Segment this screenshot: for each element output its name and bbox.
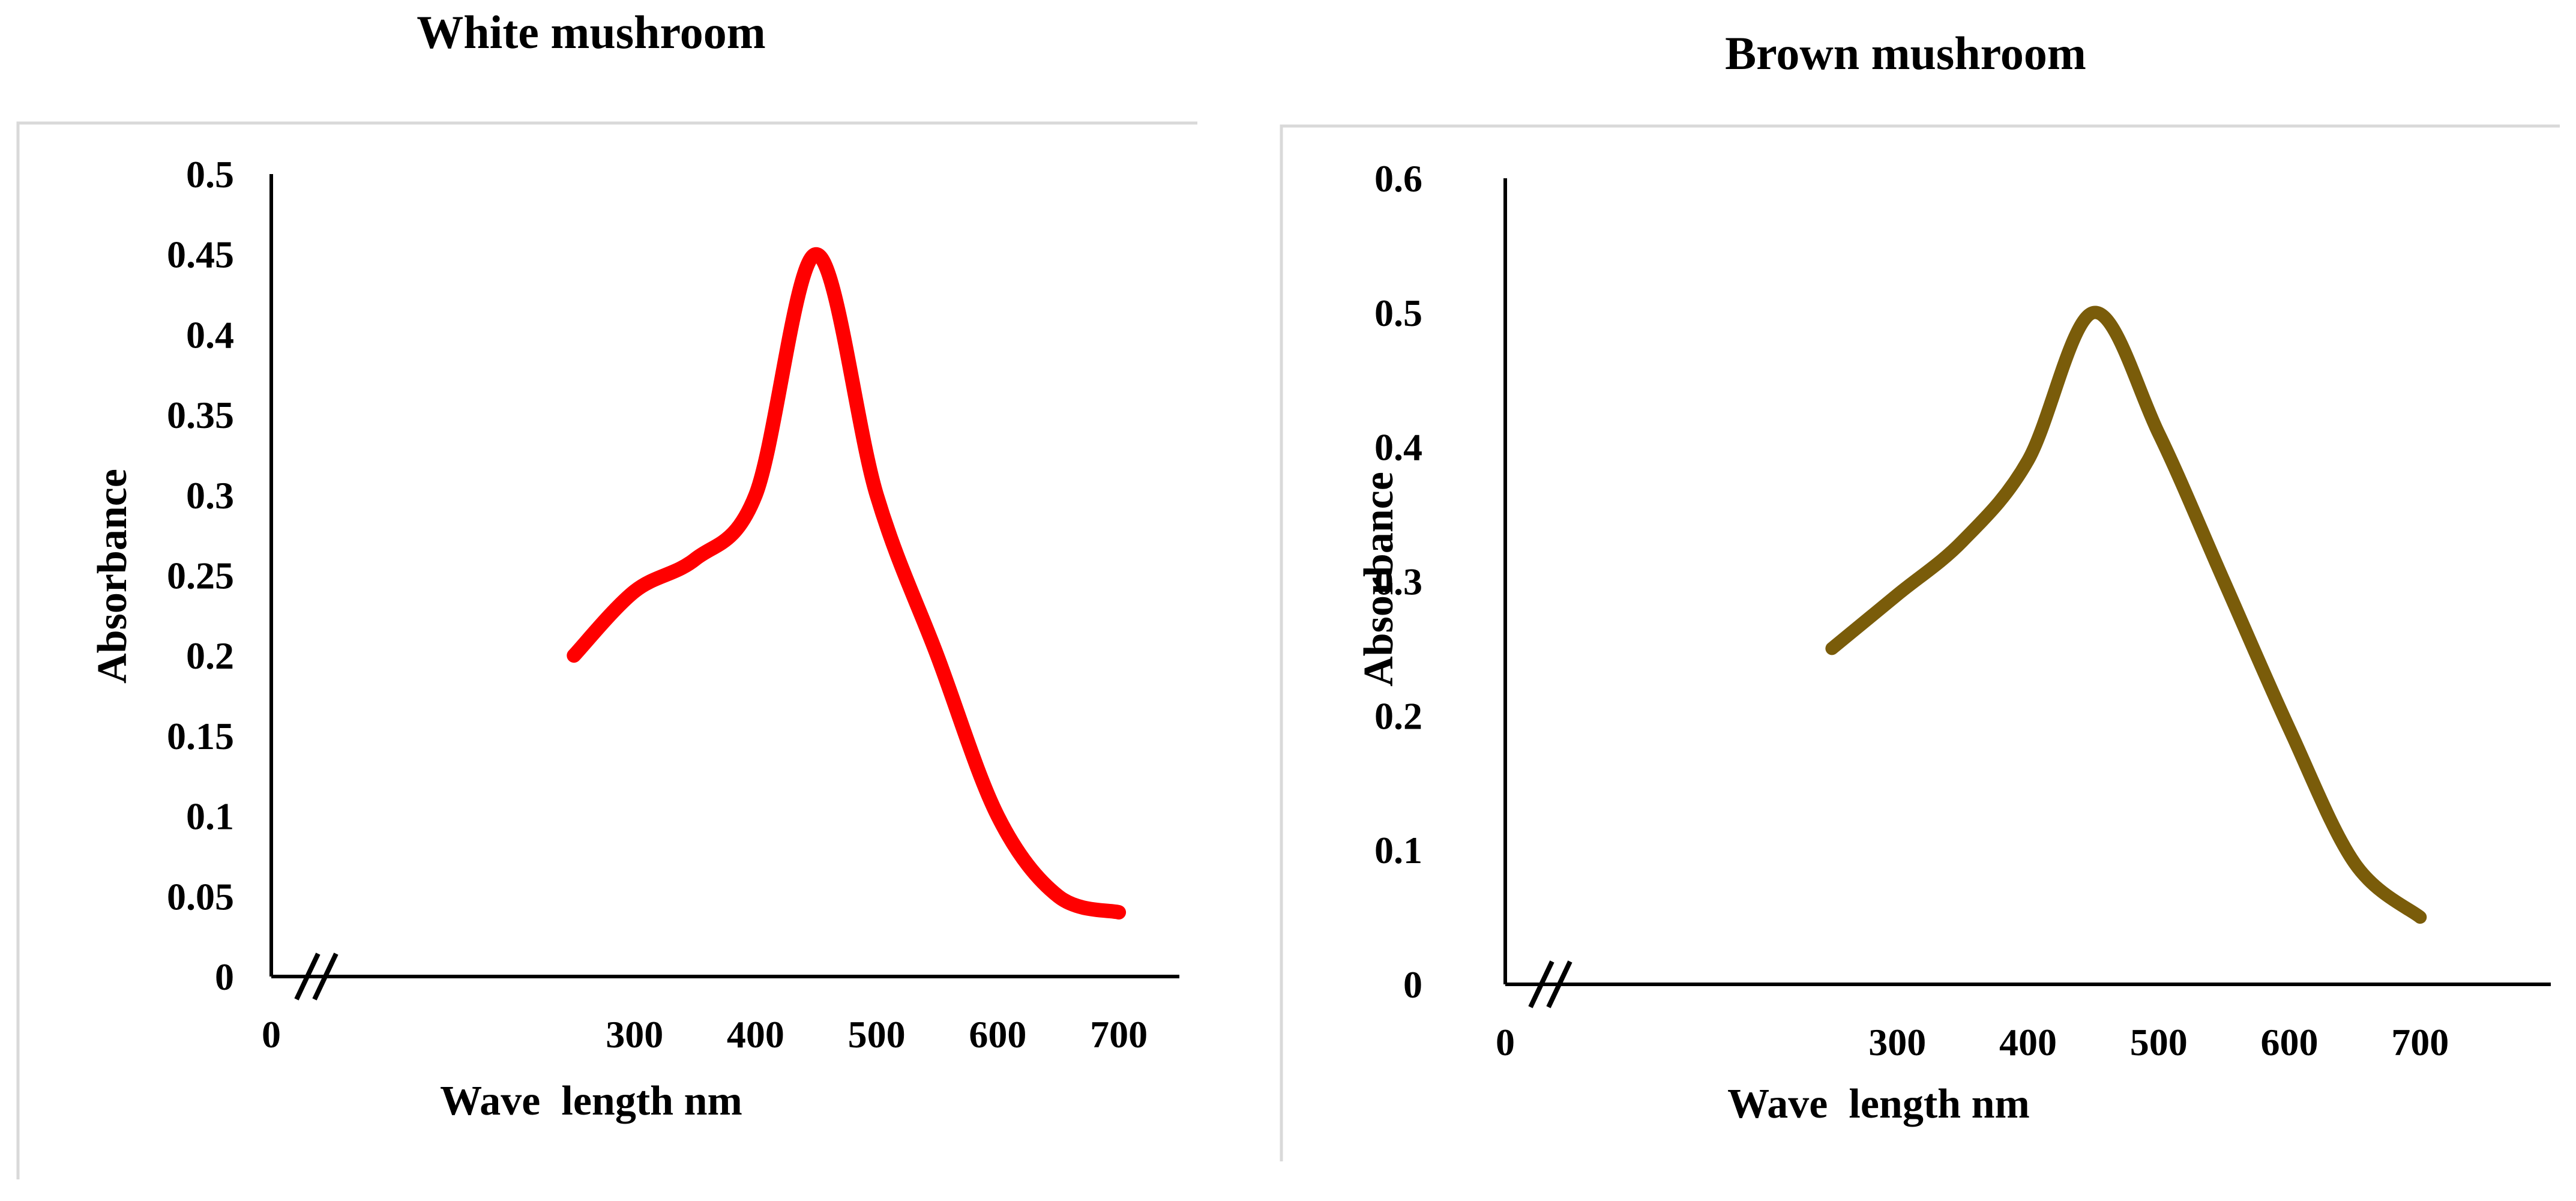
y-tick-label: 0.05 — [167, 875, 234, 918]
y-tick-label: 0.4 — [186, 313, 234, 356]
data-point — [876, 495, 877, 496]
y-tick-label: 0.2 — [186, 634, 234, 677]
panel-frame — [16, 121, 1197, 1179]
y-tick-label: 0.5 — [186, 153, 234, 196]
y-tick-label: 0.1 — [1374, 829, 1422, 871]
y-tick-label: 0.4 — [1374, 426, 1422, 469]
y-tick-label: 0.5 — [1374, 292, 1422, 334]
data-point — [1058, 895, 1059, 897]
x-tick-label: 600 — [969, 1013, 1026, 1056]
y-tick-label: 0.3 — [186, 474, 234, 517]
data-point — [1897, 594, 1898, 595]
data-point — [2158, 433, 2159, 434]
axis-break-mark — [1546, 960, 1572, 1008]
data-point — [997, 816, 998, 817]
data-point — [816, 254, 817, 255]
axis-break-mark — [312, 953, 339, 1001]
data-point — [634, 591, 635, 592]
data-point — [755, 495, 756, 496]
data-point — [1118, 912, 1119, 913]
axis-break-mark — [294, 953, 320, 1001]
x-tick-label: 300 — [1868, 1021, 1926, 1064]
y-tick-label: 0.3 — [1374, 561, 1422, 603]
y-tick-label: 0.1 — [186, 795, 234, 838]
axis-break-mark — [1528, 960, 1554, 1008]
chart-panel-white: White mushroom 0 0.05 0.1 0.15 0.2 0.25 0.3 0.3… — [16, 6, 1197, 1179]
chart-panel-brown: Brown mushroom 0 0.1 0.2 0.3 0.4 0.5 0.6 0 300 40… — [1280, 27, 2560, 1161]
x-axis-title: Wave length nm — [1727, 1081, 2030, 1127]
data-point — [1962, 540, 1963, 541]
x-axis-title: Wave length nm — [440, 1078, 742, 1124]
y-axis-title: Absorbance — [89, 469, 136, 684]
data-point — [2289, 729, 2290, 730]
x-tick-label: 0 — [1496, 1021, 1515, 1064]
y-tick-label: 0.35 — [167, 394, 234, 436]
data-point — [2093, 312, 2094, 313]
x-tick-label: 500 — [2130, 1021, 2188, 1064]
y-tick-label: 0 — [215, 956, 234, 998]
x-tick-label: 400 — [1999, 1021, 2057, 1064]
plot-area: 0 0.1 0.2 0.3 0.4 0.5 0.6 0 300 400 500 600 700 — [1374, 157, 2551, 1064]
data-point — [2027, 460, 2029, 461]
y-axis-title: Absorbance — [1356, 472, 1402, 687]
x-tick-label: 0 — [262, 1013, 281, 1056]
series-line — [567, 247, 1127, 920]
y-tick-label: 0 — [1403, 963, 1422, 1006]
chart-title: White mushroom — [417, 6, 765, 58]
x-tick-label: 700 — [2391, 1021, 2449, 1064]
y-tick-label: 0.15 — [167, 715, 234, 757]
data-point — [2354, 863, 2355, 864]
chart-title: Brown mushroom — [1725, 27, 2086, 79]
plot-area: 0 0.05 0.1 0.15 0.2 0.25 0.3 0.35 0.4 0.45 0.5 0 300… — [167, 153, 1179, 1056]
data-point — [573, 655, 574, 656]
data-point — [2224, 581, 2225, 582]
y-tick-label: 0.45 — [167, 233, 234, 276]
data-point — [2419, 917, 2421, 918]
x-tick-label: 400 — [727, 1013, 784, 1056]
x-tick-label: 500 — [848, 1013, 906, 1056]
series-line — [1825, 306, 2427, 924]
y-tick-label: 0.2 — [1374, 694, 1422, 737]
data-point — [937, 655, 938, 656]
y-tick-label: 0.6 — [1374, 157, 1422, 200]
data-point — [1831, 648, 1832, 649]
x-tick-label: 300 — [606, 1013, 663, 1056]
data-point — [694, 559, 696, 560]
x-tick-label: 600 — [2261, 1021, 2319, 1064]
x-tick-label: 700 — [1090, 1013, 1148, 1056]
panel-frame — [1280, 124, 2560, 1161]
y-tick-label: 0.25 — [167, 555, 234, 597]
